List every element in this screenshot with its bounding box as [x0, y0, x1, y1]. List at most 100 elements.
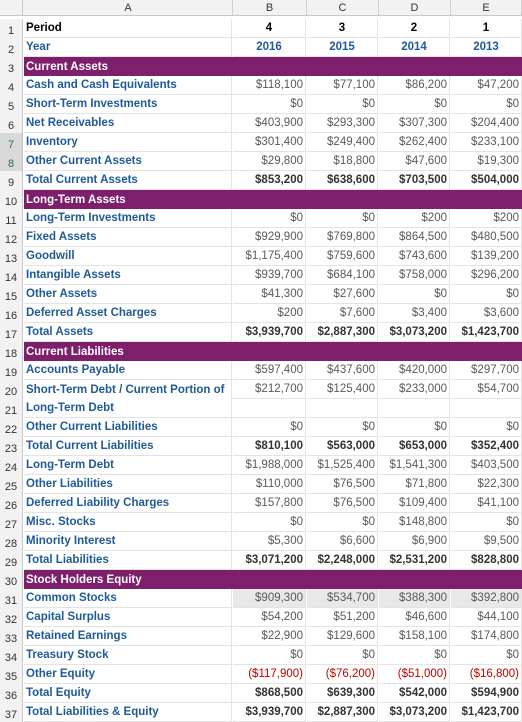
value-cell-d[interactable]: $46,600 — [379, 608, 450, 627]
label-cell[interactable]: Total Liabilities & Equity — [24, 703, 232, 722]
value-cell-e[interactable]: $504,000 — [451, 171, 522, 190]
row-header[interactable]: 37 — [0, 703, 23, 722]
value-cell-d[interactable]: $0 — [379, 285, 450, 304]
label-cell[interactable]: Long-Term Debt — [24, 456, 232, 475]
value-cell-b[interactable]: $5,300 — [233, 532, 306, 551]
row-header[interactable]: 27 — [0, 513, 23, 532]
value-cell-d[interactable]: $2,531,200 — [379, 551, 450, 570]
value-cell-d[interactable]: $420,000 — [379, 361, 450, 380]
value-cell-d[interactable]: 2 — [379, 19, 450, 38]
value-cell-d[interactable]: $71,800 — [379, 475, 450, 494]
row-header[interactable]: 19 — [0, 361, 23, 380]
value-cell-b[interactable]: $810,100 — [233, 437, 306, 456]
value-cell-b[interactable]: $3,939,700 — [233, 703, 306, 722]
value-cell-e[interactable]: $594,900 — [451, 684, 522, 703]
value-cell-b[interactable]: $0 — [233, 646, 306, 665]
value-cell-e[interactable]: ($16,800) — [451, 665, 522, 684]
value-cell-c[interactable]: $7,600 — [307, 304, 378, 323]
row-header[interactable]: 35 — [0, 665, 23, 684]
label-cell[interactable]: Capital Surplus — [24, 608, 232, 627]
row-header[interactable]: 1 — [0, 19, 23, 38]
value-cell-b[interactable]: $54,200 — [233, 608, 306, 627]
value-cell-d[interactable]: $233,000 — [379, 380, 450, 399]
column-header-c[interactable]: C — [307, 0, 379, 15]
value-cell-b[interactable]: $929,900 — [233, 228, 306, 247]
value-cell-c[interactable]: $2,248,000 — [307, 551, 378, 570]
label-cell[interactable]: Inventory — [24, 133, 232, 152]
value-cell-b[interactable]: $110,000 — [233, 475, 306, 494]
row-header[interactable]: 3 — [0, 57, 23, 76]
value-cell-c[interactable] — [307, 399, 378, 418]
value-cell-b[interactable]: 2016 — [233, 38, 306, 57]
value-cell-b[interactable]: $939,700 — [233, 266, 306, 285]
row-header[interactable]: 13 — [0, 247, 23, 266]
value-cell-c[interactable]: $0 — [307, 646, 378, 665]
row-header[interactable]: 18 — [0, 342, 23, 361]
label-cell[interactable]: Short-Term Investments — [24, 95, 232, 114]
value-cell-d[interactable]: $542,000 — [379, 684, 450, 703]
value-cell-d[interactable]: $148,800 — [379, 513, 450, 532]
row-header[interactable]: 15 — [0, 285, 23, 304]
value-cell-b[interactable]: $200 — [233, 304, 306, 323]
value-cell-d[interactable]: $864,500 — [379, 228, 450, 247]
value-cell-d[interactable]: $47,600 — [379, 152, 450, 171]
row-header[interactable]: 36 — [0, 684, 23, 703]
value-cell-e[interactable]: $9,500 — [451, 532, 522, 551]
section-header[interactable]: Long-Term Assets — [24, 190, 522, 209]
value-cell-c[interactable]: $125,400 — [307, 380, 378, 399]
value-cell-d[interactable]: $86,200 — [379, 76, 450, 95]
value-cell-e[interactable]: $22,300 — [451, 475, 522, 494]
row-header[interactable]: 4 — [0, 76, 23, 95]
value-cell-c[interactable]: $638,600 — [307, 171, 378, 190]
value-cell-d[interactable]: $3,073,200 — [379, 323, 450, 342]
value-cell-d[interactable] — [379, 399, 450, 418]
value-cell-c[interactable]: $1,525,400 — [307, 456, 378, 475]
value-cell-d[interactable]: $758,000 — [379, 266, 450, 285]
value-cell-c[interactable]: $2,887,300 — [307, 703, 378, 722]
row-header[interactable]: 11 — [0, 209, 23, 228]
value-cell-b[interactable]: $3,939,700 — [233, 323, 306, 342]
column-header-e[interactable]: E — [451, 0, 522, 15]
value-cell-b[interactable]: $22,900 — [233, 627, 306, 646]
label-cell[interactable]: Period — [24, 19, 232, 38]
row-header[interactable]: 23 — [0, 437, 23, 456]
label-cell[interactable]: Other Current Assets — [24, 152, 232, 171]
value-cell-b[interactable]: $29,800 — [233, 152, 306, 171]
row-header[interactable]: 33 — [0, 627, 23, 646]
value-cell-e[interactable]: $139,200 — [451, 247, 522, 266]
value-cell-d[interactable]: $653,000 — [379, 437, 450, 456]
row-header[interactable]: 20 — [0, 380, 23, 399]
label-cell[interactable]: Other Assets — [24, 285, 232, 304]
row-header[interactable]: 7 — [0, 133, 23, 152]
value-cell-d[interactable]: $262,400 — [379, 133, 450, 152]
row-header[interactable]: 25 — [0, 475, 23, 494]
value-cell-b[interactable]: $0 — [233, 418, 306, 437]
label-cell[interactable]: Goodwill — [24, 247, 232, 266]
label-cell[interactable]: Accounts Payable — [24, 361, 232, 380]
value-cell-d[interactable]: $0 — [379, 95, 450, 114]
value-cell-e[interactable]: $297,700 — [451, 361, 522, 380]
value-cell-c[interactable]: $437,600 — [307, 361, 378, 380]
row-header[interactable]: 5 — [0, 95, 23, 114]
value-cell-c[interactable]: $534,700 — [307, 589, 378, 608]
value-cell-b[interactable]: $853,200 — [233, 171, 306, 190]
value-cell-e[interactable]: $1,423,700 — [451, 323, 522, 342]
value-cell-c[interactable]: $249,400 — [307, 133, 378, 152]
value-cell-c[interactable]: $77,100 — [307, 76, 378, 95]
value-cell-d[interactable]: $743,600 — [379, 247, 450, 266]
value-cell-c[interactable]: $769,800 — [307, 228, 378, 247]
value-cell-e[interactable] — [451, 399, 522, 418]
value-cell-e[interactable]: $174,800 — [451, 627, 522, 646]
value-cell-c[interactable]: $293,300 — [307, 114, 378, 133]
label-cell[interactable]: Deferred Liability Charges — [24, 494, 232, 513]
label-cell[interactable]: Short-Term Debt / Current Portion of — [24, 380, 232, 399]
value-cell-c[interactable]: $0 — [307, 95, 378, 114]
row-header[interactable]: 30 — [0, 570, 23, 589]
label-cell[interactable]: Minority Interest — [24, 532, 232, 551]
value-cell-b[interactable]: $3,071,200 — [233, 551, 306, 570]
value-cell-d[interactable]: $388,300 — [379, 589, 450, 608]
value-cell-b[interactable]: $0 — [233, 95, 306, 114]
value-cell-e[interactable]: $0 — [451, 95, 522, 114]
label-cell[interactable]: Long-Term Debt — [24, 399, 232, 418]
value-cell-c[interactable]: $0 — [307, 418, 378, 437]
